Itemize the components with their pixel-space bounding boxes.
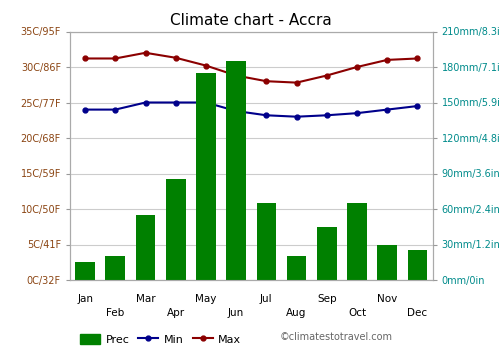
Title: Climate chart - Accra: Climate chart - Accra <box>170 13 332 28</box>
Text: Mar: Mar <box>136 294 156 304</box>
Legend: Prec, Min, Max: Prec, Min, Max <box>76 329 246 349</box>
Bar <box>136 215 156 280</box>
Text: Jan: Jan <box>77 294 93 304</box>
Bar <box>76 262 95 280</box>
Bar <box>196 73 216 280</box>
Text: Nov: Nov <box>377 294 398 304</box>
Text: Dec: Dec <box>408 308 428 318</box>
Text: Jul: Jul <box>260 294 272 304</box>
Text: Jun: Jun <box>228 308 244 318</box>
Text: ©climatestotravel.com: ©climatestotravel.com <box>280 332 393 342</box>
Bar <box>378 245 397 280</box>
Text: Feb: Feb <box>106 308 124 318</box>
Text: Aug: Aug <box>286 308 307 318</box>
Bar <box>347 203 367 280</box>
Bar <box>256 203 276 280</box>
Text: Sep: Sep <box>317 294 336 304</box>
Bar <box>166 180 186 280</box>
Bar <box>286 256 306 280</box>
Text: May: May <box>195 294 216 304</box>
Bar <box>106 256 125 280</box>
Bar <box>408 250 427 280</box>
Text: Apr: Apr <box>166 308 185 318</box>
Bar <box>317 227 336 280</box>
Bar <box>226 61 246 280</box>
Text: Oct: Oct <box>348 308 366 318</box>
